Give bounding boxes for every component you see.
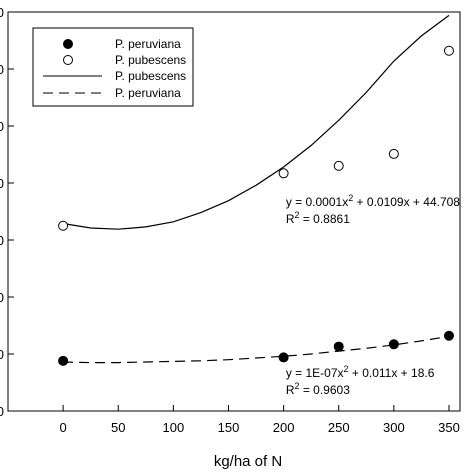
x-axis: 0 50 100 150 200 250 300 350 bbox=[60, 405, 460, 435]
x-tick-label: 150 bbox=[218, 420, 240, 435]
legend-marker-filled-circle bbox=[63, 39, 73, 49]
legend: P. peruviana P. pubescens P. pubescens P… bbox=[32, 27, 194, 107]
y-tick-label: 0 bbox=[0, 233, 4, 248]
equation-text: y = 0.0001x2 + 0.0109x + 44.708 bbox=[286, 193, 460, 209]
point-filled bbox=[278, 352, 289, 363]
point-open bbox=[388, 148, 399, 159]
r-squared-text: R2 = 0.9603 bbox=[286, 381, 350, 397]
plot-frame bbox=[7, 11, 461, 412]
y-tick-label: 0 bbox=[0, 62, 4, 77]
point-open bbox=[333, 160, 344, 171]
x-tick-label: 50 bbox=[111, 420, 125, 435]
point-filled bbox=[443, 330, 454, 341]
y-tick-label: 0 bbox=[0, 290, 4, 305]
x-tick-label: 350 bbox=[438, 420, 460, 435]
point-filled bbox=[58, 355, 69, 366]
y-tick-label: 0 bbox=[0, 404, 4, 419]
point-open bbox=[58, 220, 69, 231]
y-axis: 0 0 0 0 0 0 0 0 bbox=[0, 5, 14, 419]
legend-label-series-3: P. peruviana bbox=[115, 86, 181, 100]
x-tick-label: 300 bbox=[383, 420, 405, 435]
y-tick-label: 0 bbox=[0, 5, 4, 20]
fit-line-dashed bbox=[63, 335, 450, 364]
r-squared-text: R2 = 0.8861 bbox=[286, 210, 350, 226]
legend-label-series-2: P. pubescens bbox=[115, 69, 186, 83]
point-filled bbox=[388, 339, 399, 350]
y-tick-label: 0 bbox=[0, 119, 4, 134]
y-tick-label: 0 bbox=[0, 176, 4, 191]
x-tick-label: 200 bbox=[273, 420, 295, 435]
y-tick-label: 0 bbox=[0, 347, 4, 362]
fit-line-solid bbox=[63, 14, 450, 230]
markers bbox=[58, 45, 454, 366]
point-filled bbox=[333, 341, 344, 352]
point-open bbox=[443, 45, 454, 56]
x-tick-label: 0 bbox=[60, 420, 67, 435]
x-tick-label: 100 bbox=[163, 420, 185, 435]
point-open bbox=[278, 168, 289, 179]
legend-marker-open-circle bbox=[63, 55, 73, 65]
legend-label-series-1: P. pubescens bbox=[115, 53, 186, 67]
x-axis-label: kg/ha of N bbox=[214, 453, 282, 470]
fit-lines bbox=[63, 14, 450, 364]
legend-label-series-0: P. peruviana bbox=[115, 37, 181, 51]
equation-text: y = 1E-07x2 + 0.011x + 18.6 bbox=[286, 364, 435, 380]
x-tick-label: 250 bbox=[328, 420, 350, 435]
